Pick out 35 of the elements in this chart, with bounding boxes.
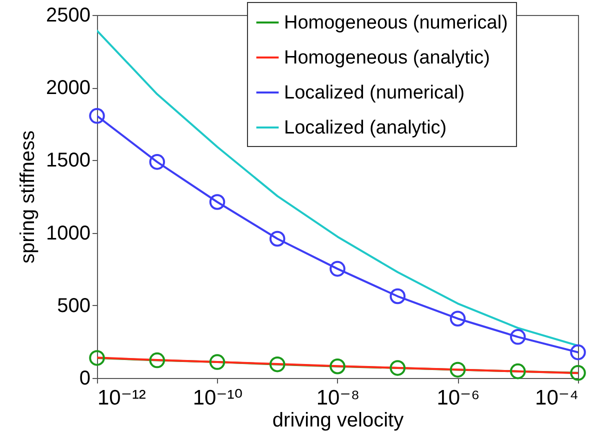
- point: [570, 365, 586, 381]
- legend-label: Localized (numerical): [284, 82, 465, 104]
- x-tick-label: 10⁻⁶: [436, 386, 480, 410]
- point: [510, 363, 526, 380]
- point: [149, 352, 166, 368]
- y-tick-label: 1000: [46, 222, 90, 244]
- x-tick-label: 10⁻¹⁰: [192, 386, 243, 410]
- point: [510, 329, 526, 345]
- point: [209, 194, 226, 210]
- legend-label: Localized (analytic): [284, 118, 447, 138]
- y-tick-label: 0: [79, 368, 90, 390]
- point: [269, 230, 286, 247]
- legend-label: Homogeneous (numerical): [284, 12, 508, 34]
- legend-label: Homogeneous (analytic): [284, 48, 490, 68]
- point: [269, 356, 286, 372]
- y-tick-label: 2500: [46, 4, 90, 26]
- point: [390, 288, 406, 304]
- x-tick-label: 10⁻⁴: [535, 386, 578, 410]
- point: [209, 354, 226, 370]
- y-tick-label: 1500: [46, 150, 90, 172]
- y-tick-label: 500: [57, 294, 90, 317]
- point: [89, 108, 105, 124]
- point: [330, 260, 346, 277]
- x-axis-title: driving velocity: [272, 410, 404, 432]
- y-axis-title: spring stiffness: [17, 130, 40, 264]
- point: [89, 350, 105, 366]
- point: [390, 360, 406, 376]
- point: [149, 154, 166, 170]
- point: [450, 310, 466, 326]
- point: [450, 362, 466, 378]
- point: [330, 358, 346, 374]
- point: [570, 344, 586, 360]
- x-tick-label: 10⁻¹²: [98, 386, 146, 410]
- x-tick-label: 10⁻⁸: [316, 386, 360, 410]
- y-tick-label: 2000: [46, 77, 90, 100]
